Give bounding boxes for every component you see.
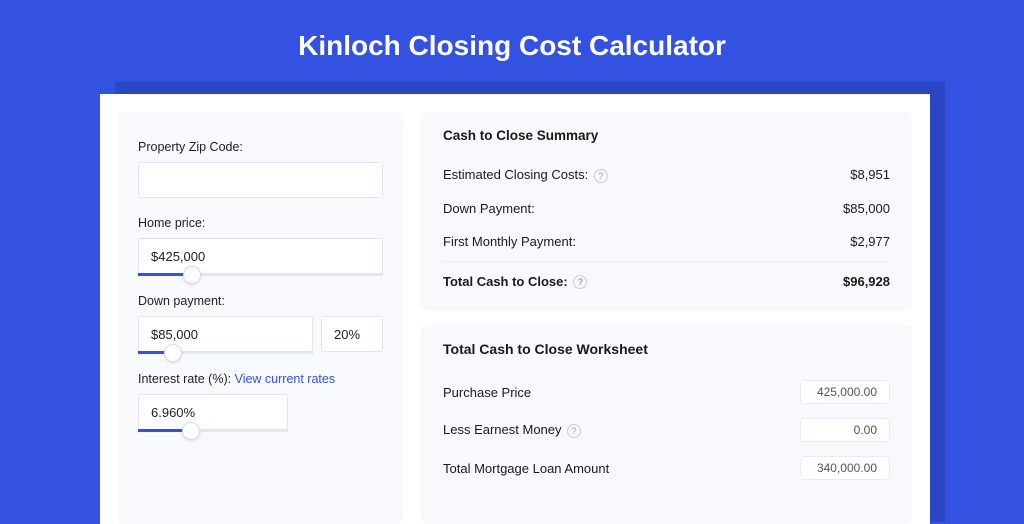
summary-row: Estimated Closing Costs: ? $8,951 [443,159,890,193]
home-price-input[interactable] [138,238,383,274]
home-price-label: Home price: [138,216,383,230]
worksheet-value-box: 425,000.00 [800,380,890,404]
help-icon[interactable]: ? [573,275,587,289]
slider-thumb-icon[interactable] [183,266,201,284]
summary-panel: Cash to Close Summary Estimated Closing … [421,112,912,311]
down-payment-pct-input[interactable] [321,316,383,352]
interest-rate-input[interactable] [138,394,288,430]
summary-row-label: Estimated Closing Costs: ? [443,167,608,183]
interest-rate-slider[interactable] [138,429,288,432]
view-rates-link[interactable]: View current rates [235,372,336,386]
summary-row-label: First Monthly Payment: [443,234,576,249]
help-icon[interactable]: ? [567,424,581,438]
worksheet-panel: Total Cash to Close Worksheet Purchase P… [421,325,912,524]
worksheet-row-label: Less Earnest Money ? [443,422,581,438]
down-payment-field-group: Down payment: [138,294,383,354]
results-column: Cash to Close Summary Estimated Closing … [421,112,912,524]
summary-total-value: $96,928 [843,274,890,289]
summary-row-value: $2,977 [850,234,890,249]
summary-total-row: Total Cash to Close: ? $96,928 [443,261,890,300]
home-price-slider[interactable] [138,273,383,276]
worksheet-value-box: 340,000.00 [800,456,890,480]
summary-row-value: $85,000 [843,201,890,216]
calculator-card: Property Zip Code: Home price: Down paym… [100,94,930,524]
zip-field-group: Property Zip Code: [138,140,383,198]
down-payment-label: Down payment: [138,294,383,308]
down-payment-input[interactable] [138,316,313,352]
worksheet-row: Purchase Price 425,000.00 [443,373,890,411]
zip-input[interactable] [138,162,383,198]
down-payment-slider[interactable] [138,351,313,354]
page-title: Kinloch Closing Cost Calculator [0,0,1024,80]
worksheet-row-label: Purchase Price [443,385,531,400]
worksheet-row-label: Total Mortgage Loan Amount [443,461,609,476]
worksheet-row: Less Earnest Money ? 0.00 [443,411,890,449]
zip-label: Property Zip Code: [138,140,383,154]
worksheet-label-text: Less Earnest Money [443,422,562,437]
summary-total-label-text: Total Cash to Close: [443,274,568,289]
summary-title: Cash to Close Summary [443,128,890,143]
summary-row: First Monthly Payment: $2,977 [443,226,890,259]
interest-rate-field-group: Interest rate (%): View current rates [138,372,383,432]
slider-thumb-icon[interactable] [164,344,182,362]
summary-row: Down Payment: $85,000 [443,193,890,226]
summary-row-value: $8,951 [850,167,890,182]
worksheet-title: Total Cash to Close Worksheet [443,341,890,357]
inputs-panel: Property Zip Code: Home price: Down paym… [118,112,403,524]
worksheet-row: Total Mortgage Loan Amount 340,000.00 [443,449,890,487]
summary-total-label: Total Cash to Close: ? [443,274,587,290]
interest-rate-label: Interest rate (%): View current rates [138,372,383,386]
worksheet-value-box: 0.00 [800,418,890,442]
summary-row-label: Down Payment: [443,201,535,216]
summary-label-text: Estimated Closing Costs: [443,167,588,182]
slider-thumb-icon[interactable] [182,422,200,440]
home-price-field-group: Home price: [138,216,383,276]
interest-rate-label-text: Interest rate (%): [138,372,231,386]
help-icon[interactable]: ? [594,169,608,183]
